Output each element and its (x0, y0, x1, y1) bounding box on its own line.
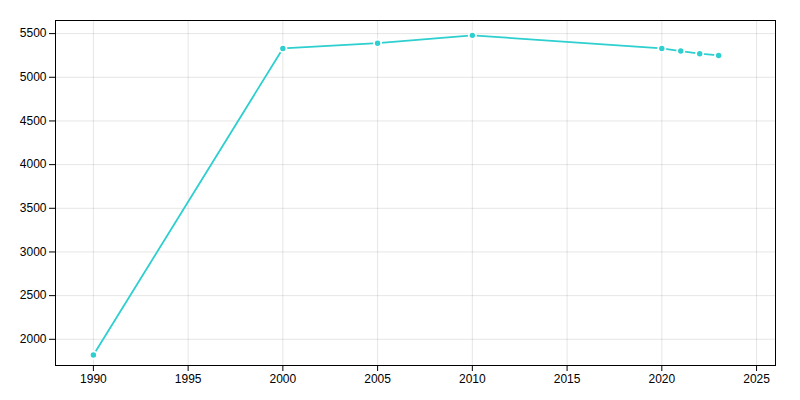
svg-text:2025: 2025 (743, 372, 770, 386)
svg-text:2015: 2015 (554, 372, 581, 386)
svg-text:2500: 2500 (20, 288, 47, 302)
svg-text:2010: 2010 (459, 372, 486, 386)
svg-text:5500: 5500 (20, 26, 47, 40)
svg-text:2000: 2000 (20, 332, 47, 346)
svg-text:1995: 1995 (175, 372, 202, 386)
svg-text:3500: 3500 (20, 201, 47, 215)
svg-text:5000: 5000 (20, 70, 47, 84)
svg-text:3000: 3000 (20, 245, 47, 259)
svg-text:2000: 2000 (270, 372, 297, 386)
svg-text:2005: 2005 (364, 372, 391, 386)
svg-text:4000: 4000 (20, 157, 47, 171)
svg-text:4500: 4500 (20, 114, 47, 128)
svg-text:2020: 2020 (648, 372, 675, 386)
svg-text:1990: 1990 (80, 372, 107, 386)
